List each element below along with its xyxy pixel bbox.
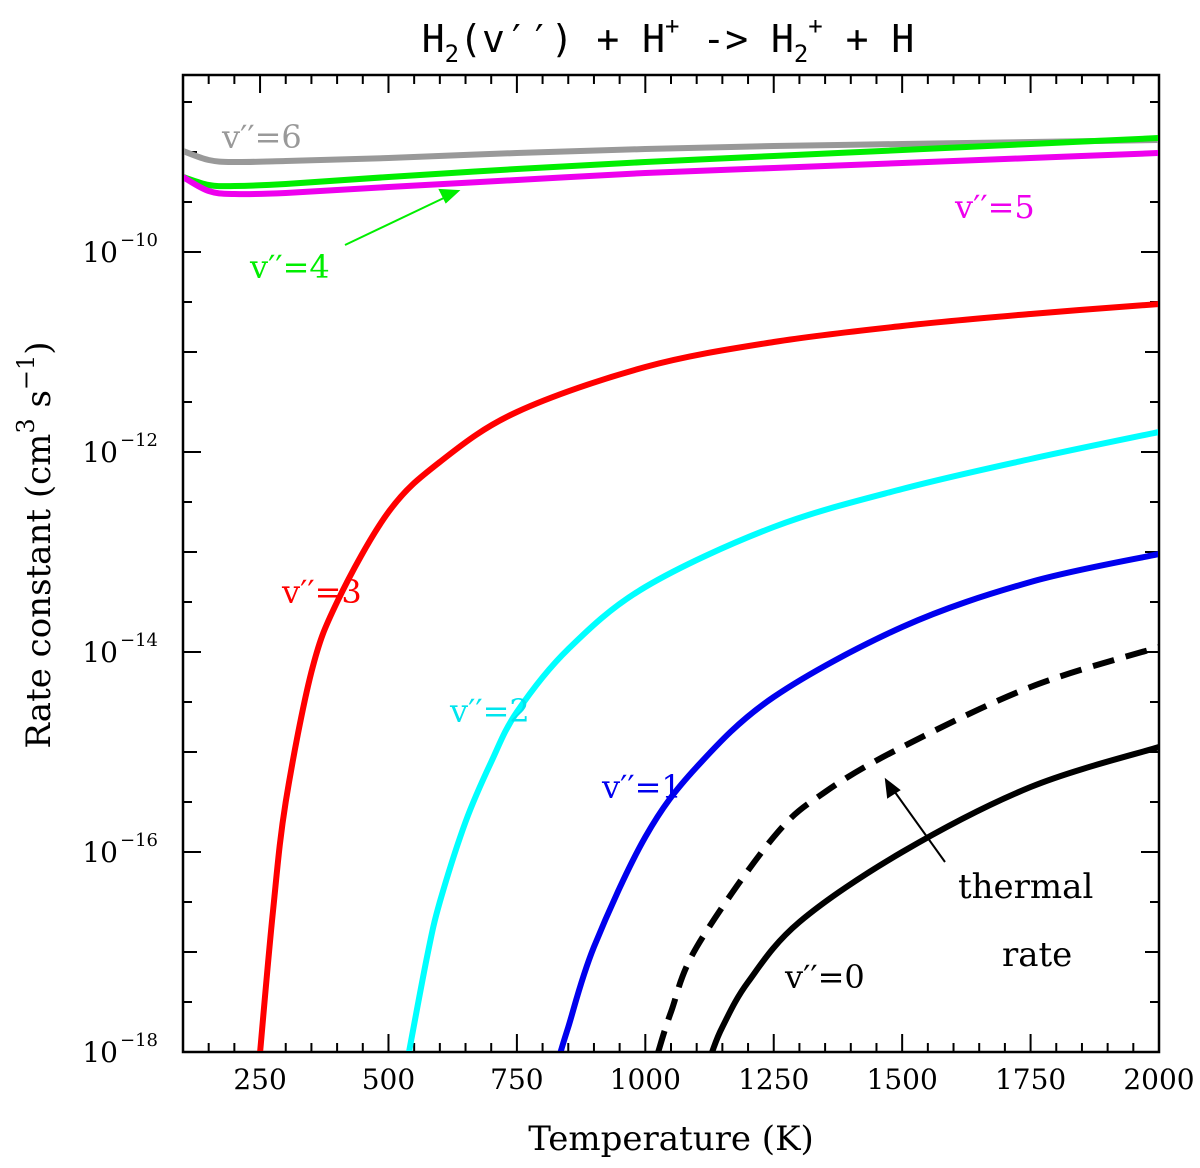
y-tick-base: 10: [82, 436, 118, 469]
title-sup-plus-b: +: [808, 12, 822, 40]
chart-title: H2(v′′) + H+ -> H2+ + H: [422, 12, 915, 68]
x-tick-label: 250: [233, 1063, 286, 1096]
title-sup-plus: +: [665, 12, 679, 40]
label-v6: v′′=6: [221, 118, 302, 156]
title-sub-2b: 2: [794, 40, 808, 68]
title-part-h: H: [422, 17, 445, 61]
thermal-arrow-head: [884, 777, 901, 799]
y-tick-label: 10: [82, 636, 118, 669]
label-v5: v′′=5: [954, 188, 1035, 226]
series-line-v-6: [184, 137, 1158, 166]
v4-arrow: [344, 188, 461, 246]
thermal-label-line2: rate: [1002, 935, 1072, 975]
thermal-label-line1: thermal: [958, 867, 1093, 907]
y-tick-label: 10: [82, 236, 118, 269]
x-tick-label: 2000: [1123, 1063, 1194, 1096]
y-axis-title: Rate constant (cm3 s−1): [12, 341, 59, 748]
y-title-end: ): [19, 341, 59, 354]
y-tick-label: 10: [82, 836, 118, 869]
y-tick-exponent: −14: [120, 630, 158, 651]
y-tick-exponent: −16: [120, 830, 158, 851]
title-part-reactant: (v′′) + H: [459, 17, 665, 61]
title-part-end: + H: [823, 17, 915, 61]
series-line-thermal-rate: [655, 644, 1158, 1051]
series-line-v-5: [184, 150, 1158, 198]
series-line-v-2: [406, 429, 1158, 1051]
series-line-v-3: [257, 301, 1158, 1051]
x-tick-label: 750: [490, 1063, 543, 1096]
v4-arrow-head: [438, 188, 461, 204]
label-v2: v′′=2: [449, 692, 530, 730]
y-tick-base: 10: [82, 1036, 118, 1069]
y-title-sup-minus1: −1: [12, 355, 40, 390]
y-title-main: Rate constant (cm: [19, 434, 59, 749]
y-tick-base: 10: [82, 236, 118, 269]
x-tick-label: 1500: [867, 1063, 938, 1096]
label-v1: v′′=1: [601, 768, 682, 806]
label-v3: v′′=3: [281, 573, 362, 611]
thermal-arrow: [884, 777, 946, 863]
series-line-v-1: [557, 551, 1158, 1051]
y-tick-base: 10: [82, 836, 118, 869]
title-part-arrow: -> H: [679, 17, 793, 61]
y-tick-label: 10: [82, 1036, 118, 1069]
y-tick-exponent: −18: [120, 1030, 158, 1051]
title-sub-2: 2: [445, 40, 459, 68]
label-v4: v′′=4: [249, 248, 330, 286]
x-tick-label: 500: [362, 1063, 415, 1096]
x-tick-label: 1750: [995, 1063, 1066, 1096]
x-tick-label: 1000: [610, 1063, 681, 1096]
x-axis-title: Temperature (K): [528, 1119, 813, 1159]
series-line-v-4: [184, 135, 1158, 190]
y-tick-base: 10: [82, 636, 118, 669]
series-line-v-0: [709, 744, 1158, 1051]
y-title-sup-3: 3: [12, 418, 40, 433]
y-title-mid: s: [19, 390, 59, 418]
x-tick-label: 1250: [738, 1063, 809, 1096]
thermal-arrow-shaft: [891, 787, 946, 863]
axis-ticks: [183, 75, 1160, 1053]
y-tick-exponent: −12: [120, 430, 158, 451]
v4-arrow-shaft: [344, 195, 449, 246]
x-tick-labels: 250 500 750 1000 1250 1500 1750 2000: [233, 1063, 1194, 1096]
series-group: [184, 135, 1158, 1051]
label-v0: v′′=0: [784, 958, 865, 996]
y-tick-exponent: −10: [120, 230, 158, 251]
y-tick-label: 10: [82, 436, 118, 469]
